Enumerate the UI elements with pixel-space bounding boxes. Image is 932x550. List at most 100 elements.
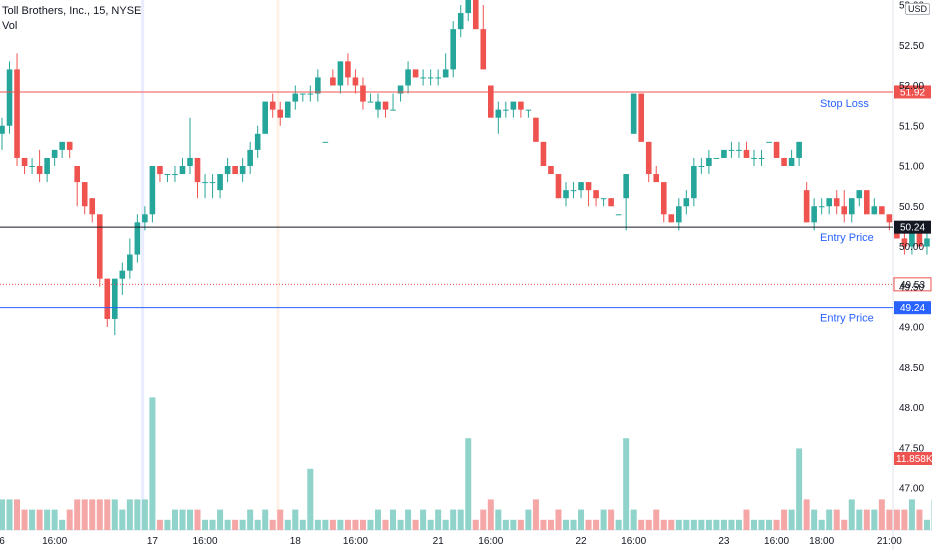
- volume-bar: [547, 519, 554, 530]
- candle-body: [788, 157, 795, 166]
- candle-body: [202, 182, 208, 184]
- candle-body: [864, 190, 870, 215]
- volume-bar: [262, 509, 269, 530]
- volume-bar: [209, 519, 216, 530]
- candle-body: [781, 157, 787, 166]
- volume-bar: [751, 519, 757, 530]
- volume-bar: [450, 509, 457, 530]
- volume-bar: [766, 519, 773, 530]
- x-tick-label: 6: [0, 536, 5, 547]
- candle-body: [645, 141, 652, 175]
- currency-badge[interactable]: USD: [905, 3, 931, 15]
- candle-body: [360, 85, 366, 102]
- y-tick-label: 48.00: [899, 403, 924, 414]
- candle-body: [307, 93, 314, 95]
- candle-body: [909, 222, 915, 247]
- volume-bar: [344, 519, 351, 530]
- candle-body: [548, 166, 554, 175]
- x-tick-label: 16:00: [621, 536, 646, 547]
- x-tick-label: 18: [290, 536, 302, 547]
- candle-body: [833, 198, 840, 207]
- price-line-value: 50.24: [900, 223, 925, 234]
- y-tick-label: 51.50: [899, 121, 924, 132]
- candle-body: [172, 174, 178, 176]
- candle-body: [540, 141, 547, 166]
- volume-bar: [412, 519, 419, 530]
- volume-bar: [299, 519, 306, 530]
- volume-bar: [908, 499, 915, 530]
- candle-body: [427, 77, 434, 79]
- x-tick-label: 21:00: [877, 536, 902, 547]
- candle-body: [142, 214, 148, 223]
- candle-body: [570, 190, 577, 192]
- volume-bar: [713, 519, 720, 530]
- volume-bar: [871, 509, 878, 530]
- candle-body: [924, 238, 930, 247]
- volume-bar: [420, 509, 427, 530]
- volume-bar: [74, 499, 81, 530]
- volume-bar: [307, 468, 314, 530]
- volume-bar: [788, 509, 795, 530]
- volume-bar: [435, 509, 442, 530]
- candle-body: [232, 166, 238, 175]
- candle-body: [14, 69, 20, 158]
- volume-bar: [735, 519, 742, 530]
- symbol-line: Toll Brothers, Inc., 15, NYSE: [2, 5, 142, 17]
- volume-bar: [104, 499, 111, 530]
- candle-body: [465, 0, 472, 14]
- x-tick-label: 23: [718, 536, 730, 547]
- candle-body: [472, 0, 479, 30]
- x-tick-label: 16:00: [42, 536, 67, 547]
- volume-bar: [593, 519, 600, 530]
- volume-bar: [292, 509, 299, 530]
- volume-bar: [149, 397, 156, 530]
- candle-body: [773, 141, 780, 158]
- volume-bar: [202, 519, 209, 530]
- volume-bar: [472, 519, 479, 530]
- volume-bar: [781, 509, 788, 530]
- candle-body: [916, 222, 923, 247]
- candle-body: [300, 93, 306, 95]
- volume-bar: [194, 509, 201, 530]
- candle-body: [292, 93, 299, 102]
- candle-body: [803, 190, 810, 223]
- candle-body: [375, 101, 381, 110]
- volume-bar: [322, 519, 329, 530]
- volume-bar: [96, 499, 103, 530]
- y-tick-label: 52.50: [899, 41, 924, 52]
- volume-bar: [427, 519, 434, 530]
- candle-body: [826, 198, 832, 207]
- volume-bar: [638, 519, 645, 530]
- candle-body: [751, 157, 757, 159]
- candle-body: [21, 157, 28, 166]
- volume-bar: [111, 499, 118, 530]
- candle-body: [901, 238, 908, 247]
- candle-body: [6, 69, 13, 126]
- volume-bar: [600, 509, 607, 530]
- volume-bar: [405, 509, 412, 530]
- volume-bar: [457, 509, 464, 530]
- volume-bar: [728, 519, 735, 530]
- candle-body: [585, 182, 592, 191]
- volume-bar: [773, 519, 780, 530]
- candle-body: [44, 157, 50, 175]
- volume-bar: [615, 519, 622, 530]
- candle-body: [66, 141, 73, 150]
- volume-bar: [375, 509, 381, 530]
- candle-body: [412, 69, 419, 78]
- candle-body: [112, 278, 118, 319]
- candle-body: [352, 77, 359, 86]
- volume-bar: [487, 499, 494, 530]
- volume-bar: [119, 509, 126, 530]
- volume-bar: [480, 509, 487, 530]
- session-highlight-18: [276, 0, 280, 530]
- x-tick-label: 18:00: [809, 536, 834, 547]
- candle-body: [871, 206, 878, 215]
- volume-bar: [578, 509, 585, 530]
- volume-bar: [21, 509, 28, 530]
- volume-bar: [758, 519, 765, 530]
- candle-body: [157, 166, 163, 175]
- candle-body: [668, 214, 675, 223]
- volume-bar: [856, 509, 863, 530]
